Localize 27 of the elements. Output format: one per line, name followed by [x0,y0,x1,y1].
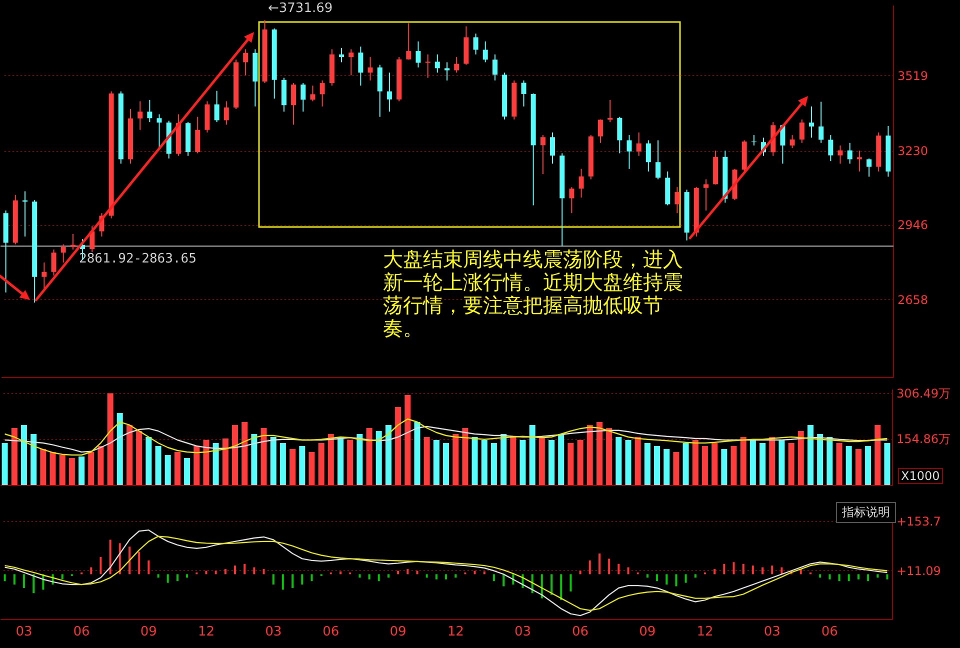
annotation: ←3731.69 [268,1,333,16]
y-tick-label: 3230 [898,144,928,158]
y-tick-label: +153.7 [896,514,941,529]
x-tick-label: 12 [447,624,464,640]
band-label: 2861.92-2863.65 [79,251,196,266]
x-tick-label: 09 [390,624,406,640]
annotation: 大盘结束周线中线震荡阶段，进入新一轮上涨行情。近期大盘维持震荡行情，要注意把握高抛低吸节奏。 [383,247,684,340]
annotation: 指标说明 [836,502,896,523]
y-tick-label: 2658 [898,292,928,307]
y-tick-label: 2946 [898,218,928,232]
x-tick-label: 09 [639,624,656,640]
x-tick-label: 03 [265,624,282,640]
x-tick-label: 09 [140,624,157,640]
x-tick-label: 03 [16,624,32,640]
y-tick-label: 306.49万 [896,386,950,401]
x-tick-label: 06 [73,624,90,640]
text: X1000 [898,468,943,484]
y-tick-label: 3519 [898,69,928,83]
y-tick-label: +11.09 [896,564,941,578]
x-tick-label: 03 [514,624,532,640]
x-tick-label: 03 [764,624,780,640]
x-tick-label: 12 [198,624,214,640]
y-tick-label: 154.86万 [896,432,950,446]
x-tick-label: 06 [572,624,589,640]
x-tick-label: 06 [322,624,340,640]
x-tick-label: 06 [821,624,838,640]
x-tick-label: 12 [696,624,714,640]
